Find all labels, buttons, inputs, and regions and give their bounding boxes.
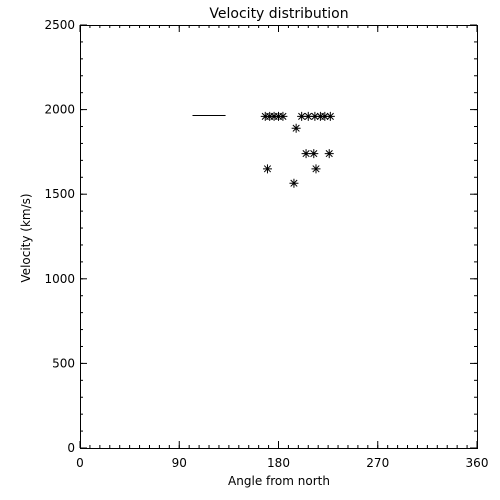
x-tick-label: 0 [76, 456, 84, 470]
y-axis-label: Velocity (km/s) [19, 193, 33, 282]
y-tick-label: 2000 [44, 103, 75, 117]
data-points [260, 111, 335, 188]
data-point [301, 149, 311, 159]
data-point [324, 149, 334, 159]
y-tick-label: 0 [67, 441, 75, 455]
data-point [291, 123, 301, 133]
data-point [303, 111, 313, 121]
data-point [325, 111, 335, 121]
tick-labels: 0 90 180 270 360 0 500 1000 1500 2000 2500 [44, 18, 488, 470]
data-point [309, 149, 319, 159]
data-point [262, 164, 272, 174]
data-point [310, 111, 320, 121]
x-axis-label: Angle from north [228, 474, 330, 488]
y-tick-label: 2500 [44, 18, 75, 32]
y-tick-label: 1500 [44, 187, 75, 201]
data-point [320, 111, 330, 121]
data-point [297, 111, 307, 121]
x-tick-label: 360 [466, 456, 489, 470]
data-point [278, 111, 288, 121]
y-tick-label: 1000 [44, 272, 75, 286]
x-tick-label: 180 [267, 456, 290, 470]
y-tick-label: 500 [52, 356, 75, 370]
x-tick-label: 90 [172, 456, 187, 470]
data-point [289, 178, 299, 188]
x-tick-label: 270 [366, 456, 389, 470]
plot-frame [80, 25, 478, 449]
axis-ticks [79, 24, 478, 449]
chart-title: Velocity distribution [209, 6, 348, 22]
data-point [311, 164, 321, 174]
